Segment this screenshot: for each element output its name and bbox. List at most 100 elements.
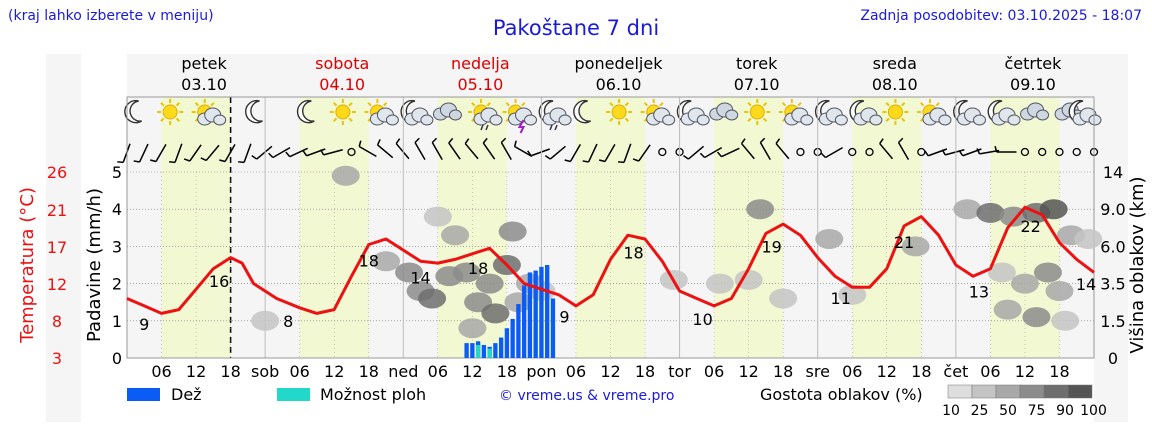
cloud-height-tick: 1.5 (1100, 312, 1125, 331)
cloud-height-tick: 9.0 (1100, 200, 1125, 219)
sun-rain-icon (467, 99, 503, 131)
cloud-density-patch (418, 288, 447, 309)
wind-shaft (138, 143, 149, 163)
legend-density-label: 75 (1028, 403, 1046, 419)
wind-barb-icon (319, 148, 343, 156)
x-tick-hour: 12 (1015, 362, 1035, 381)
sun-ray (885, 117, 890, 122)
cloud-puff (448, 109, 462, 121)
sun-disc (335, 104, 351, 120)
cloud-density-patch (987, 262, 1016, 283)
precip-tick: 4 (112, 200, 122, 219)
sun-ray (160, 102, 165, 107)
moon-icon (573, 99, 591, 124)
daylight-band (299, 97, 369, 358)
wind-shaft (323, 148, 343, 156)
cloud-height-tick: 0 (1108, 349, 1118, 368)
moon-icon (245, 99, 263, 124)
cloud-density-patch (498, 221, 527, 242)
wind-barb-icon (716, 147, 740, 158)
moon-cloud-icon (1068, 99, 1102, 126)
wind-barb-icon (285, 147, 308, 158)
wind-feather (683, 155, 689, 160)
wind-barb-icon (994, 146, 1017, 153)
shower-bar (475, 344, 481, 358)
wind-shaft (448, 142, 461, 160)
cloud-density-patch (441, 225, 470, 246)
wind-shaft (687, 145, 705, 160)
wind-barb-icon (302, 148, 326, 157)
cloud-puff (800, 114, 814, 126)
x-tick-day: tor (668, 362, 691, 381)
sun-cloud-icon (640, 99, 676, 126)
moon-cloud-icon (987, 99, 1021, 126)
wind-barb-icon (879, 138, 894, 160)
temperature-tick: 26 (47, 163, 67, 182)
rain-bar (516, 304, 521, 358)
wind-barb-icon (133, 143, 149, 163)
day-date-6: 09.10 (1010, 75, 1056, 94)
sun-ray (332, 102, 338, 107)
cloud-density-patch (953, 199, 982, 220)
wind-barb-icon (500, 137, 512, 160)
wind-shaft (189, 144, 202, 162)
day-name-0: petek (181, 54, 227, 73)
cloud-puff (662, 114, 676, 126)
cloud-density-patch (838, 284, 867, 305)
wind-shaft (569, 144, 582, 162)
wind-feather (268, 152, 274, 159)
cloud-density-patch (423, 206, 452, 227)
wind-barb-icon (924, 148, 948, 157)
wind-feather (699, 152, 706, 159)
wind-barb-icon (897, 137, 910, 160)
x-tick-hour: 06 (289, 362, 309, 381)
wind-feather (958, 150, 964, 157)
day-date-0: 03.10 (181, 75, 227, 94)
wind-barb-icon (527, 148, 550, 157)
wind-shaft (549, 145, 566, 160)
sun-icon (606, 99, 633, 125)
wind-barb-icon (632, 144, 651, 162)
wind-calm-icon (347, 147, 356, 157)
wind-shaft (205, 144, 220, 161)
x-tick-day: sob (251, 362, 279, 381)
wind-feather (941, 149, 946, 156)
wind-feather (464, 138, 470, 145)
cloud-density-patch (769, 288, 798, 309)
cloud-density-patch (475, 273, 504, 294)
wind-feather (431, 137, 438, 144)
rain-bar (522, 285, 527, 358)
wind-calm-icon (1038, 147, 1047, 157)
wind-barb-icon (358, 140, 377, 158)
wind-shaft (927, 148, 948, 157)
cloud-density-patch (1033, 262, 1062, 283)
temperature-tick: 3 (52, 349, 62, 368)
cloud-puff (869, 114, 883, 126)
day-name-3: ponedeljek (575, 54, 664, 73)
x-tick-hour: 12 (738, 362, 758, 381)
rain-bar (550, 298, 556, 358)
cloud-density-patch (395, 262, 424, 283)
wind-shaft (174, 143, 183, 163)
wind-feather (219, 159, 226, 163)
sun-ray (901, 117, 906, 122)
wind-feather (395, 138, 401, 145)
sun-disc (611, 104, 627, 120)
x-tick-day: čet (943, 362, 968, 381)
wind-feather (544, 155, 551, 160)
wind-barb-icon (431, 137, 443, 160)
moon-icon (124, 99, 143, 124)
cloud-density-patch (481, 303, 510, 324)
moon-crescent (245, 99, 263, 124)
cloud-density-patch (1010, 273, 1039, 294)
moon-cloud-icon (849, 99, 883, 126)
wind-calm-icon (1020, 147, 1030, 157)
wind-barb-icon (820, 146, 843, 159)
day-name-1: sobota (315, 54, 369, 73)
shower-bar (487, 348, 492, 358)
legend-density-swatch (1019, 384, 1045, 399)
temperature-label: 13 (969, 283, 989, 302)
day-date-5: 08.10 (872, 75, 918, 94)
cloud-puff (1007, 114, 1021, 126)
wind-feather (599, 159, 606, 163)
